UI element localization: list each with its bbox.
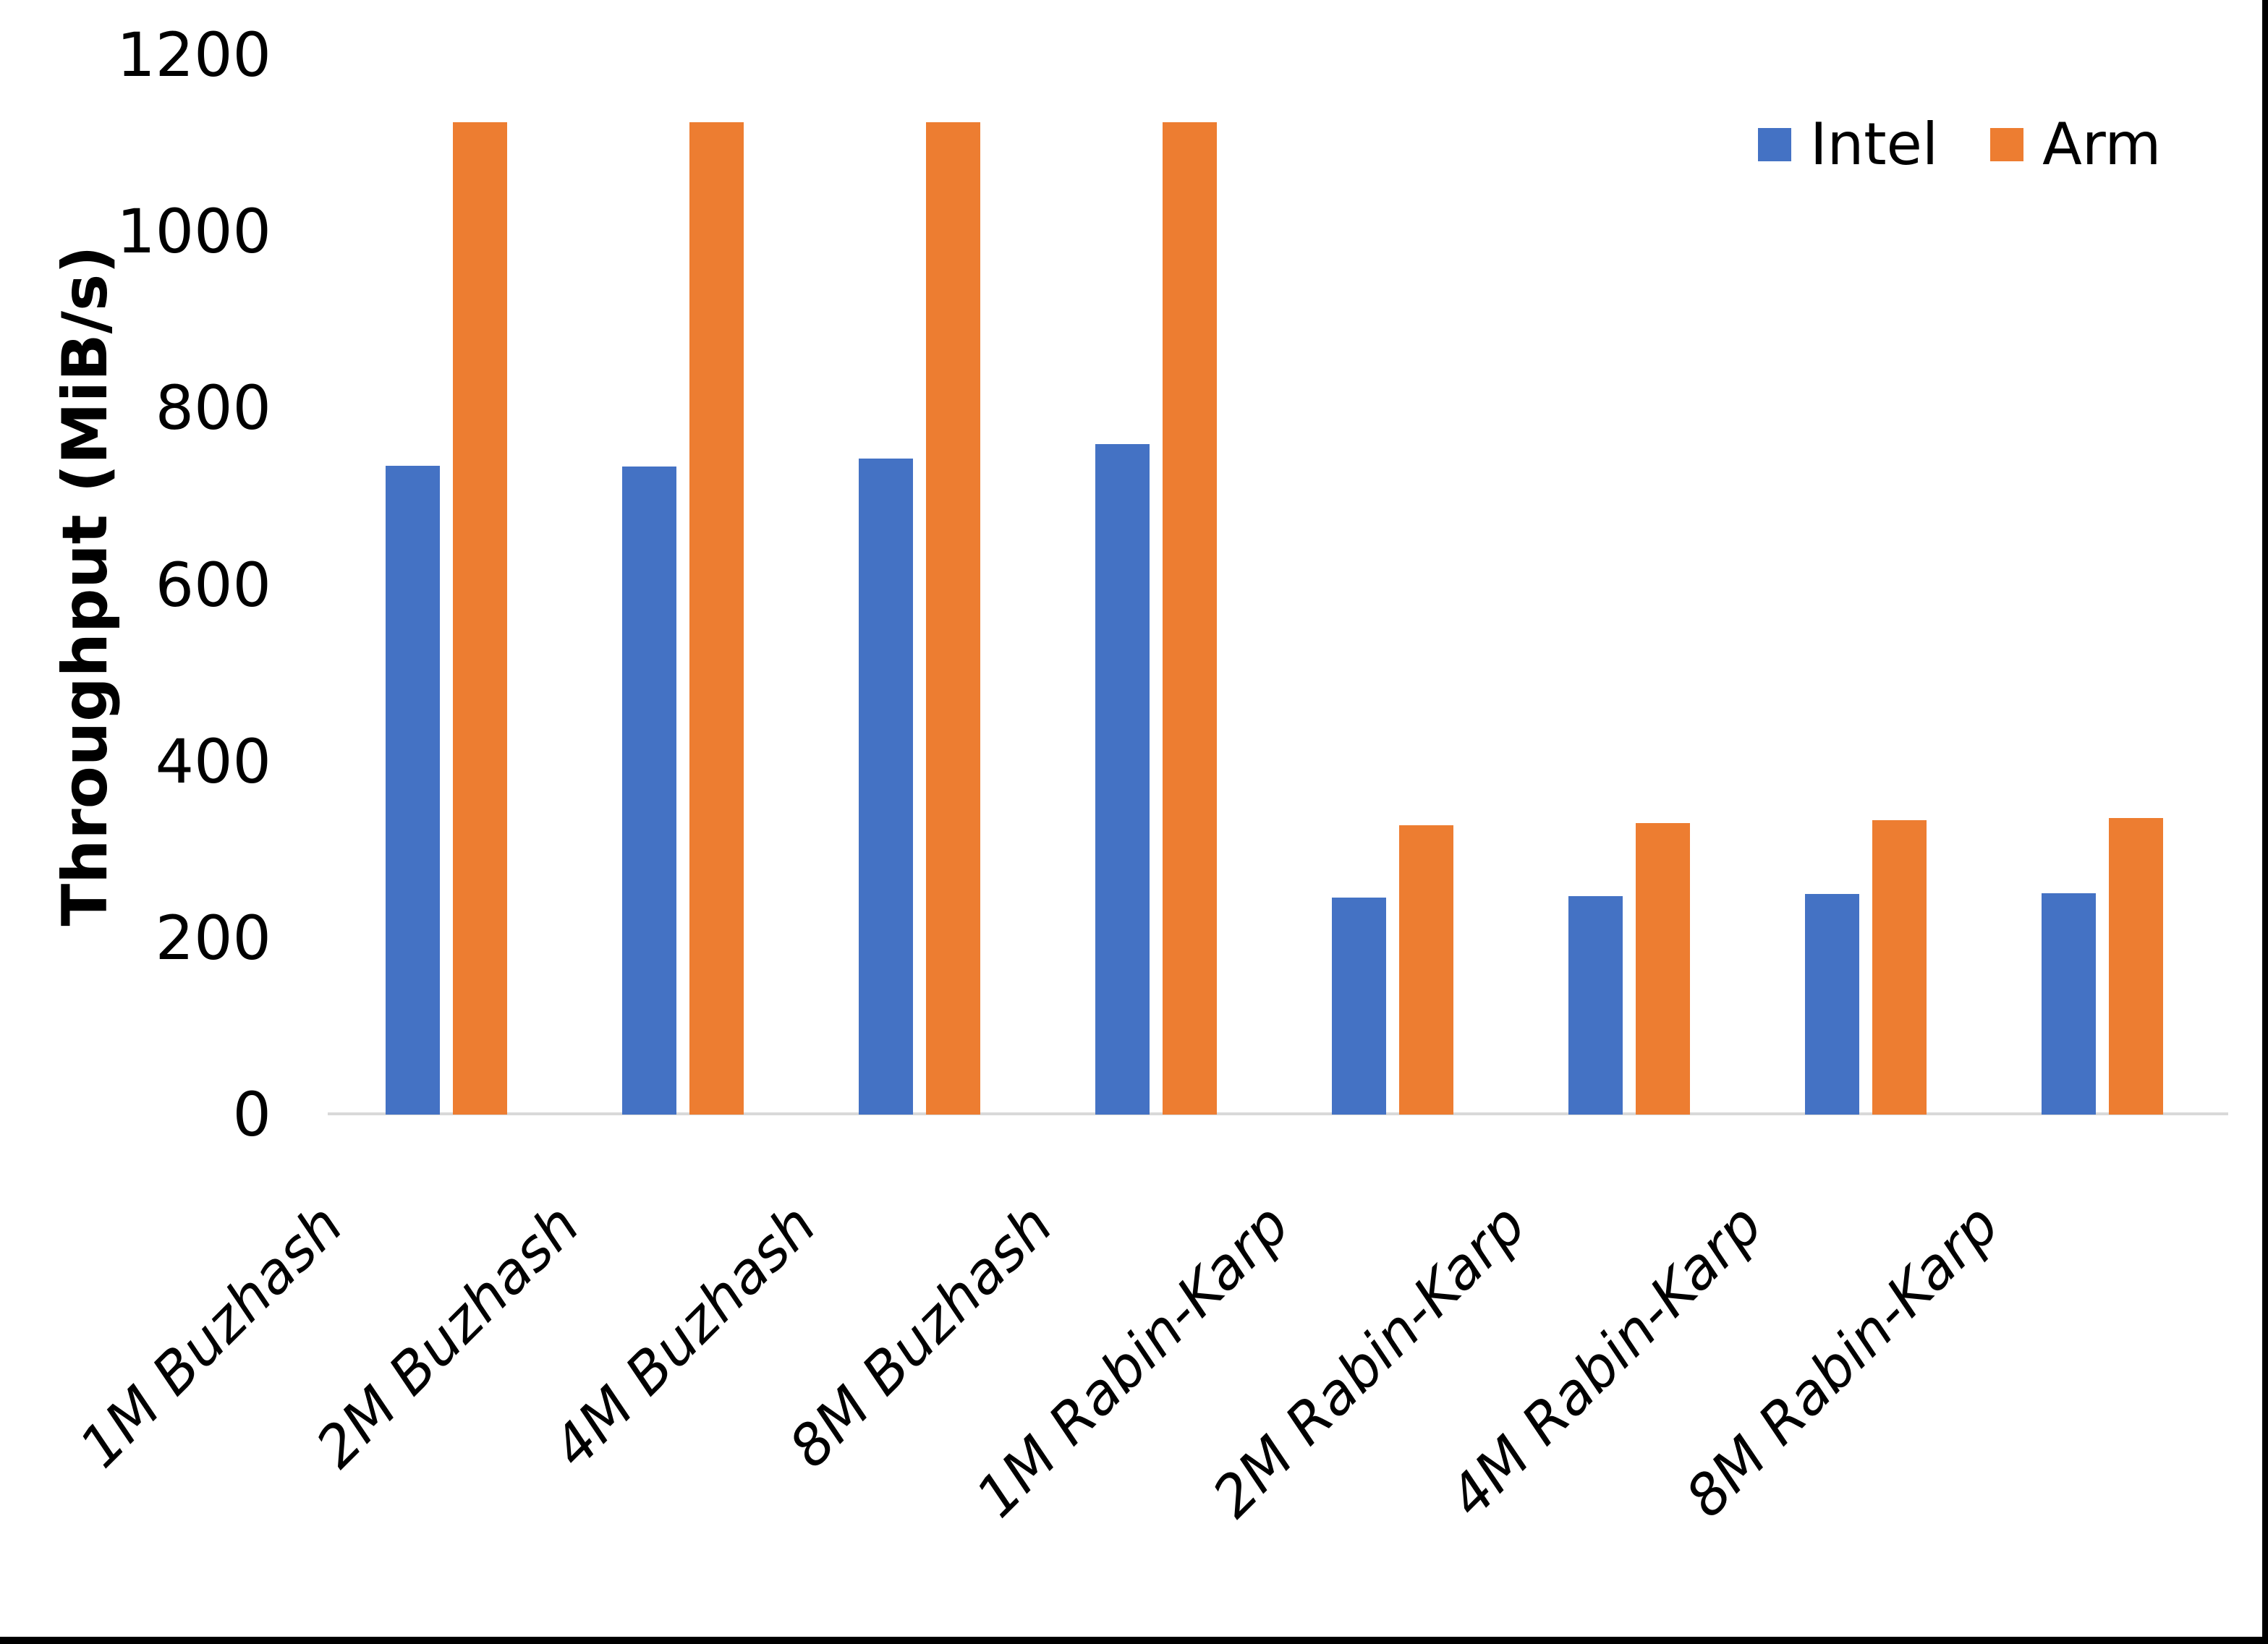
bar-arm-4 <box>1163 122 1217 1115</box>
bar-arm-1 <box>453 122 507 1115</box>
y-tick-label-200: 200 <box>155 902 271 974</box>
bar-arm-7 <box>1872 820 1927 1115</box>
y-tick-label-1200: 1200 <box>116 20 271 90</box>
bar-intel-6 <box>1568 896 1623 1115</box>
y-tick-label-800: 800 <box>155 372 271 444</box>
y-tick-label-400: 400 <box>155 725 271 797</box>
y-tick-label-1000: 1000 <box>116 196 271 268</box>
bar-arm-3 <box>926 122 980 1115</box>
legend-label-intel: Intel <box>1810 111 1939 178</box>
legend-label-arm: Arm <box>2042 111 2162 178</box>
legend-item-intel: Intel <box>1758 116 1938 174</box>
bar-intel-7 <box>1805 893 1859 1115</box>
y-tick-label-600: 600 <box>155 549 271 621</box>
bar-arm-6 <box>1636 823 1690 1115</box>
page-right-border <box>2262 0 2268 1644</box>
legend: Intel Arm <box>1758 116 2161 174</box>
bar-arm-5 <box>1399 825 1453 1115</box>
intel-swatch-icon <box>1758 128 1791 161</box>
bar-intel-5 <box>1332 897 1386 1115</box>
arm-swatch-icon <box>1990 128 2024 161</box>
bar-arm-2 <box>689 122 744 1115</box>
bar-intel-4 <box>1095 444 1150 1115</box>
bar-arm-8 <box>2109 817 2163 1115</box>
x-axis-baseline <box>328 1112 2228 1115</box>
page-bottom-border <box>0 1637 2268 1644</box>
legend-item-arm: Arm <box>1990 116 2161 174</box>
bar-intel-3 <box>859 458 913 1115</box>
bar-intel-2 <box>622 466 676 1115</box>
bar-intel-8 <box>2042 893 2096 1115</box>
y-tick-label-0: 0 <box>232 1079 271 1150</box>
bar-intel-1 <box>386 465 440 1115</box>
